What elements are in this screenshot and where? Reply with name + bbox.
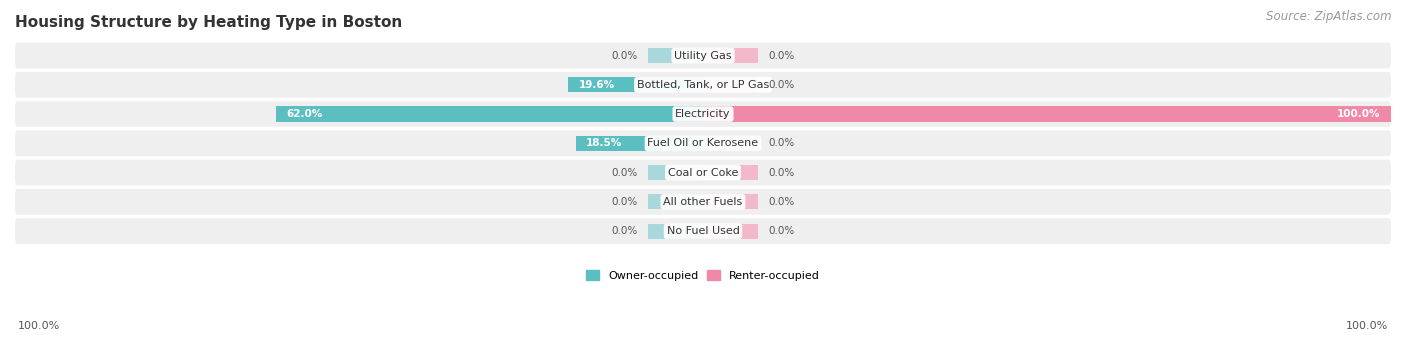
Text: 19.6%: 19.6% [578, 80, 614, 90]
Bar [575, 136, 703, 151]
Text: 0.0%: 0.0% [768, 168, 794, 177]
Bar [703, 48, 758, 63]
Bar [703, 194, 758, 209]
Text: Source: ZipAtlas.com: Source: ZipAtlas.com [1267, 10, 1392, 23]
Text: 18.5%: 18.5% [586, 138, 623, 148]
Bar [703, 136, 758, 151]
Bar [703, 77, 758, 92]
FancyBboxPatch shape [15, 218, 1391, 244]
Text: 0.0%: 0.0% [612, 226, 638, 236]
Text: Coal or Coke: Coal or Coke [668, 168, 738, 177]
Bar [703, 165, 758, 180]
Bar [648, 48, 703, 63]
FancyBboxPatch shape [15, 42, 1391, 68]
Text: Fuel Oil or Kerosene: Fuel Oil or Kerosene [647, 138, 759, 148]
Text: 0.0%: 0.0% [612, 168, 638, 177]
Text: 100.0%: 100.0% [18, 321, 60, 332]
Text: Bottled, Tank, or LP Gas: Bottled, Tank, or LP Gas [637, 80, 769, 90]
Text: 0.0%: 0.0% [768, 197, 794, 207]
Text: 0.0%: 0.0% [612, 51, 638, 61]
Bar [648, 223, 703, 239]
Bar [703, 106, 1391, 122]
Text: No Fuel Used: No Fuel Used [666, 226, 740, 236]
Text: 62.0%: 62.0% [287, 109, 323, 119]
Text: 0.0%: 0.0% [768, 138, 794, 148]
Text: 0.0%: 0.0% [768, 51, 794, 61]
Bar [703, 223, 758, 239]
Bar [648, 165, 703, 180]
FancyBboxPatch shape [15, 72, 1391, 98]
FancyBboxPatch shape [15, 160, 1391, 185]
Text: 100.0%: 100.0% [1337, 109, 1381, 119]
Bar [277, 106, 703, 122]
FancyBboxPatch shape [15, 189, 1391, 215]
Bar [568, 77, 703, 92]
Bar [648, 194, 703, 209]
Text: 0.0%: 0.0% [768, 226, 794, 236]
Text: 0.0%: 0.0% [768, 80, 794, 90]
Legend: Owner-occupied, Renter-occupied: Owner-occupied, Renter-occupied [581, 266, 825, 285]
Text: All other Fuels: All other Fuels [664, 197, 742, 207]
Text: Electricity: Electricity [675, 109, 731, 119]
Text: Utility Gas: Utility Gas [675, 51, 731, 61]
Text: Housing Structure by Heating Type in Boston: Housing Structure by Heating Type in Bos… [15, 15, 402, 30]
FancyBboxPatch shape [15, 101, 1391, 127]
Text: 0.0%: 0.0% [612, 197, 638, 207]
FancyBboxPatch shape [15, 131, 1391, 156]
Text: 100.0%: 100.0% [1346, 321, 1388, 332]
